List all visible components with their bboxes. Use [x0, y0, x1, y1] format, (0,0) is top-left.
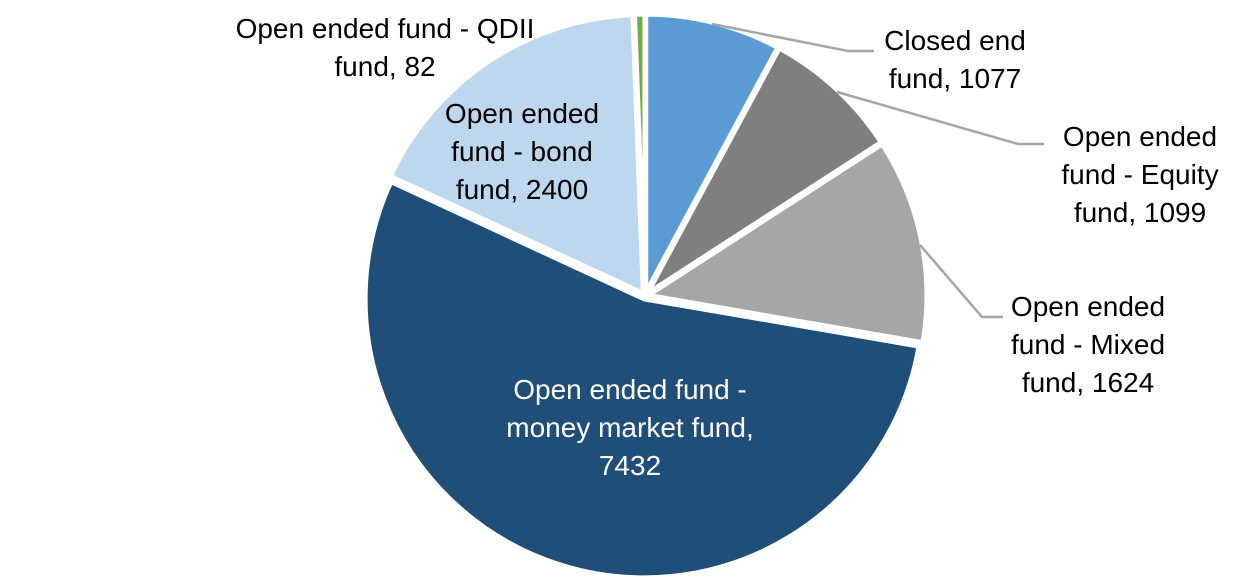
pie-slice-money-market: [362, 179, 922, 581]
slice-label-mixed: Open ended fund - Mixed fund, 1624: [1011, 288, 1165, 402]
slice-label-line: Closed end: [884, 25, 1026, 56]
leader-line-equity: [836, 90, 1044, 146]
slice-label-line: Open ended: [444, 98, 600, 129]
slice-label-line: fund - bond: [451, 136, 593, 167]
slice-label-money-market: Open ended fund - money market fund, 7432: [506, 371, 753, 485]
pie-slice-qdii: [631, 11, 648, 296]
slice-label-line: fund, 2400: [455, 174, 589, 205]
slice-label-qdii: Open ended fund - QDII fund, 82: [236, 10, 535, 86]
slice-label-line: fund, 1077: [888, 63, 1022, 94]
slice-label-line: Open ended fund -: [513, 374, 747, 405]
slice-label-line: fund, 1624: [1021, 367, 1155, 398]
slice-label-line: Open ended: [1062, 121, 1218, 152]
slice-label-line: fund - Mixed: [1010, 329, 1166, 360]
slice-label-line: fund - Equity: [1061, 159, 1219, 190]
slice-label-line: Open ended: [1010, 291, 1166, 322]
slice-label-closed-end: Closed end fund, 1077: [884, 22, 1026, 98]
slice-label-line: 7432: [598, 450, 662, 481]
leader-line-mixed: [919, 244, 1003, 319]
slice-label-line: Open ended fund - QDII: [235, 13, 535, 44]
leader-line-closed-end: [711, 22, 874, 53]
pie-slice-mixed: [645, 141, 930, 346]
slice-label-bond: Open ended fund - bond fund, 2400: [445, 95, 599, 209]
slice-label-line: money market fund,: [506, 412, 754, 443]
pie-slice-closed-end: [643, 11, 781, 296]
pie-slice-bond: [387, 12, 646, 297]
slice-label-equity: Open ended fund - Equity fund, 1099: [1061, 118, 1218, 232]
pie-slice-equity: [644, 45, 884, 297]
slice-label-line: fund, 82: [334, 51, 436, 82]
slice-label-line: fund, 1099: [1073, 197, 1207, 228]
